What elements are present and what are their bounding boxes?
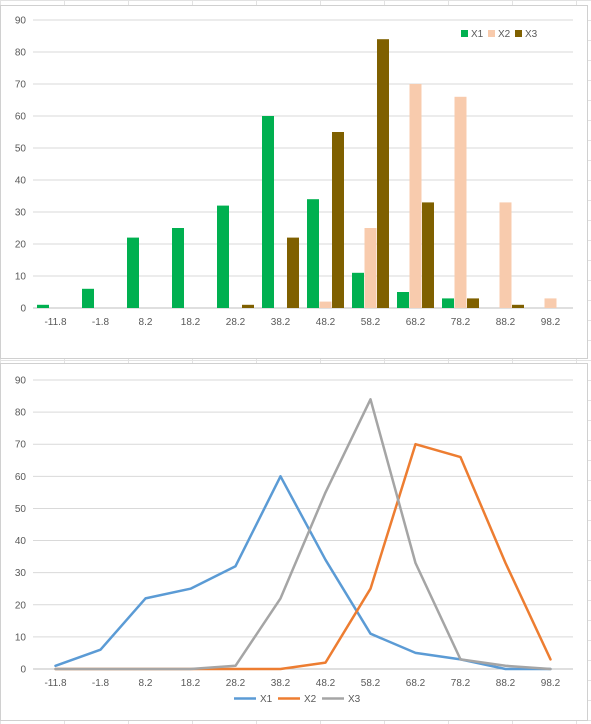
y-tick-label: 40 (15, 536, 27, 547)
line-series-x2 (54, 442, 552, 671)
legend-swatch (461, 30, 468, 37)
bar-x2 (454, 96, 467, 308)
x-tick-label: 88.2 (496, 317, 516, 328)
bar-x2 (409, 84, 422, 308)
bar-x3 (422, 202, 434, 308)
bar-x3 (512, 304, 524, 308)
y-tick-label: 80 (15, 408, 27, 419)
y-tick-label: 30 (15, 208, 27, 219)
bar-x3 (377, 39, 389, 308)
x-tick-label: 38.2 (271, 678, 291, 689)
bar-x1 (307, 199, 319, 308)
legend-label: X3 (348, 694, 361, 705)
x-tick-label: 48.2 (316, 678, 336, 689)
x-tick-label: 8.2 (139, 317, 153, 328)
x-tick-label: 98.2 (541, 678, 561, 689)
x-tick-label: 68.2 (406, 678, 426, 689)
bar-x1 (397, 292, 409, 308)
x-tick-label: 38.2 (271, 317, 291, 328)
x-tick-label: 58.2 (361, 678, 381, 689)
legend-label: X2 (498, 29, 511, 40)
legend-label: X1 (471, 29, 484, 40)
bar-x1 (82, 288, 94, 308)
y-tick-label: 0 (20, 304, 26, 315)
y-tick-label: 20 (15, 240, 27, 251)
legend-entry-x2: X2 (488, 29, 511, 40)
y-tick-label: 80 (15, 48, 27, 59)
y-tick-label: 0 (20, 665, 26, 676)
bar-x3 (332, 132, 344, 308)
bar-x3 (242, 304, 254, 308)
bar-x3 (287, 237, 299, 308)
line-series-x3 (54, 398, 552, 671)
bar-x1 (442, 298, 454, 308)
y-tick-label: 50 (15, 144, 27, 155)
x-tick-label: -11.8 (44, 678, 66, 689)
bar-x1 (352, 272, 364, 308)
x-tick-label: 48.2 (316, 317, 336, 328)
bar-x1 (172, 228, 184, 308)
x-tick-label: 18.2 (181, 317, 201, 328)
y-tick-label: 50 (15, 504, 27, 515)
bar-x1 (127, 237, 139, 308)
x-tick-label: -1.8 (92, 317, 110, 328)
line-chart: 0 10 20 30 40 50 60 70 80 90 -11.8 -1.8 8.2 18.2 28.2 3… (15, 376, 573, 705)
bar-x2 (319, 301, 332, 308)
legend-swatch (515, 30, 522, 37)
x-tick-label: -1.8 (92, 678, 110, 689)
y-tick-label: 10 (15, 632, 27, 643)
x-tick-label: 8.2 (139, 678, 153, 689)
x-tick-label: 98.2 (541, 317, 561, 328)
bar-x1 (217, 205, 229, 308)
x-tick-label: 78.2 (451, 678, 471, 689)
y-tick-label: 30 (15, 568, 27, 579)
legend-entry-x3: X3 (515, 29, 538, 40)
bar-x2 (544, 298, 557, 308)
x-tick-label: 78.2 (451, 317, 471, 328)
y-tick-label: 90 (15, 16, 27, 27)
bar-x2 (499, 202, 512, 308)
y-tick-label: 70 (15, 440, 27, 451)
y-tick-label: 70 (15, 80, 27, 91)
legend-swatch (488, 30, 495, 37)
legend-entry-x1: X1 (461, 29, 484, 40)
legend-entry-x3: X3 (322, 694, 361, 705)
legend-label: X3 (525, 29, 538, 40)
bar-x1 (37, 304, 49, 308)
bar-chart-panel[interactable]: 0 10 20 30 40 50 60 70 80 90 -11.8 -1.8 8.2 18.2 28.2 3… (0, 5, 588, 359)
line-chart-panel[interactable]: 0 10 20 30 40 50 60 70 80 90 -11.8 -1.8 8.2 18.2 28.2 3… (0, 363, 588, 721)
legend-label: X2 (304, 694, 317, 705)
legend-entry-x2: X2 (278, 694, 317, 705)
x-tick-label: 18.2 (181, 678, 201, 689)
y-tick-label: 10 (15, 272, 27, 283)
bar-x3 (467, 298, 479, 308)
legend-entry-x1: X1 (234, 694, 273, 705)
bar-chart: 0 10 20 30 40 50 60 70 80 90 -11.8 -1.8 8.2 18.2 28.2 3… (15, 16, 573, 328)
y-tick-label: 90 (15, 376, 27, 387)
legend-label: X1 (260, 694, 273, 705)
bar-x1 (262, 116, 274, 308)
x-tick-label: 28.2 (226, 678, 246, 689)
bar-x2 (364, 228, 377, 308)
y-tick-label: 40 (15, 176, 27, 187)
y-tick-label: 60 (15, 472, 27, 483)
y-tick-label: 60 (15, 112, 27, 123)
y-tick-label: 20 (15, 600, 27, 611)
x-tick-label: 68.2 (406, 317, 426, 328)
x-tick-label: 88.2 (496, 678, 516, 689)
x-tick-label: 58.2 (361, 317, 381, 328)
x-tick-label: -11.8 (44, 317, 66, 328)
x-tick-label: 28.2 (226, 317, 246, 328)
